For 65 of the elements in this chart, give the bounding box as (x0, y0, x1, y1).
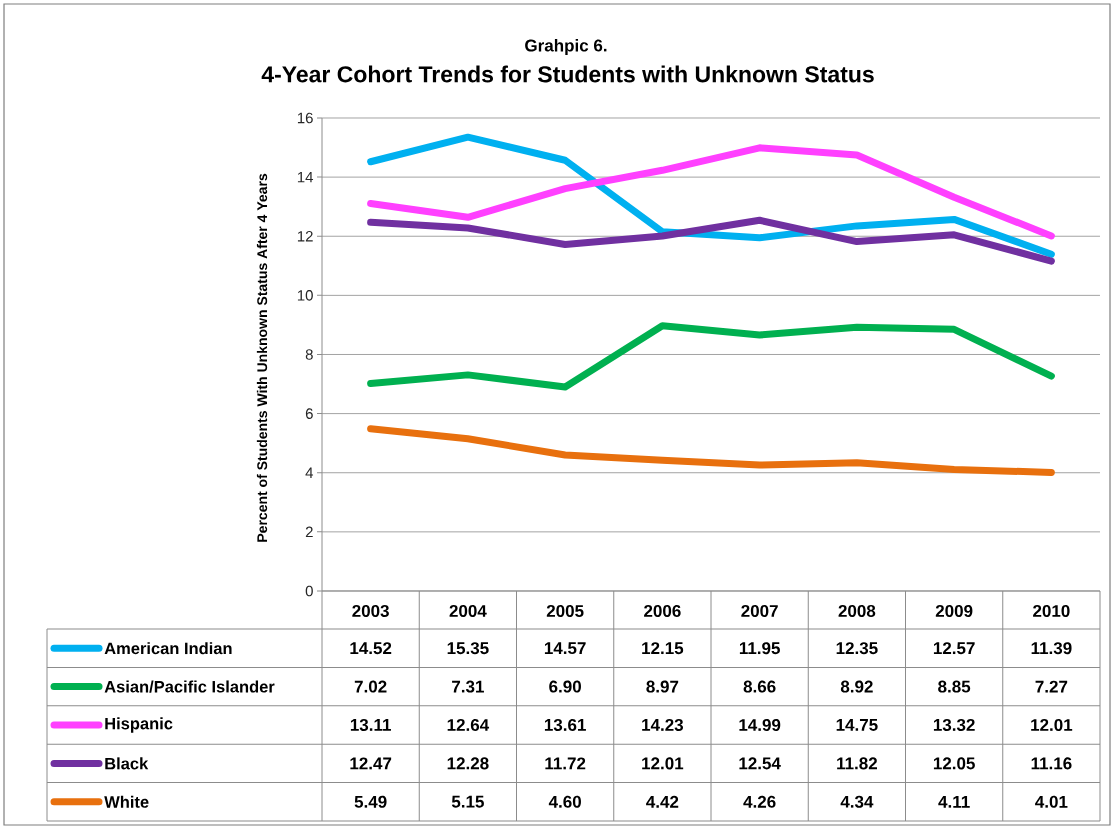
data-label: 11.95 (739, 642, 780, 655)
data-label: 4.60 (548, 795, 581, 808)
data-label: 11.82 (837, 757, 877, 770)
y-axis-title: Percent of Students With Unknown Status After 4 Years (256, 173, 268, 542)
data-label: 8.85 (938, 680, 971, 693)
data-label: 8.97 (646, 680, 679, 693)
legend-label: Asian/Pacific Islander (104, 680, 275, 693)
data-label: 8.66 (743, 680, 776, 693)
data-label: 13.11 (350, 718, 391, 732)
data-label: 7.31 (452, 680, 484, 693)
data-label: 13.32 (933, 718, 975, 732)
data-label: 11.39 (1031, 642, 1072, 655)
data-label: 4.26 (743, 795, 776, 808)
data-label: 15.35 (447, 642, 489, 655)
data-label: 14.23 (642, 718, 684, 732)
data-label: 8.92 (840, 680, 873, 693)
y-tick-label: 10 (297, 290, 313, 301)
data-label: 12.01 (1031, 718, 1073, 732)
legend-label: Hispanic (105, 717, 173, 733)
y-tick-label: 16 (297, 112, 313, 124)
legend-label: American Indian (104, 642, 232, 655)
data-label: 7.27 (1035, 680, 1068, 693)
data-label: 14.75 (836, 719, 878, 731)
data-label: 4.42 (646, 795, 679, 808)
data-label: 12.35 (836, 642, 878, 655)
data-label: 6.90 (549, 680, 581, 693)
y-tick-label: 4 (305, 467, 314, 478)
data-label: 11.16 (1031, 757, 1072, 770)
data-label: 12.47 (350, 757, 392, 770)
x-tick-label: 2009 (935, 604, 973, 618)
data-label: 4.11 (938, 795, 970, 808)
y-tick-label: 2 (305, 526, 313, 538)
legend-label: Black (105, 757, 149, 770)
data-label: 12.28 (447, 757, 489, 770)
legend-label: White (104, 795, 149, 808)
y-tick-label: 0 (305, 585, 313, 597)
data-label: 5.15 (451, 795, 484, 808)
data-label: 12.01 (642, 757, 684, 770)
y-tick-label: 12 (297, 231, 313, 242)
data-label: 13.61 (544, 718, 586, 732)
x-tick-label: 2004 (449, 604, 487, 618)
y-tick-label: 8 (305, 349, 313, 360)
data-label: 11.72 (545, 757, 586, 770)
data-label: 14.57 (544, 642, 586, 655)
x-tick-label: 2005 (546, 604, 584, 618)
x-tick-label: 2010 (1033, 604, 1070, 618)
data-label: 12.05 (933, 757, 975, 770)
data-label: 4.01 (1035, 795, 1068, 808)
data-label: 5.49 (354, 795, 387, 808)
x-tick-label: 2003 (352, 604, 389, 618)
data-label: 14.52 (350, 642, 392, 655)
data-label: 7.02 (354, 680, 387, 693)
x-tick-label: 2006 (644, 604, 681, 618)
data-label: 12.54 (739, 757, 781, 770)
data-label: 12.64 (447, 718, 490, 732)
chart-subtitle: Grahpic 6. (525, 39, 607, 55)
data-label: 4.34 (840, 795, 874, 808)
data-label: 12.15 (642, 642, 684, 655)
chart-title: 4-Year Cohort Trends for Students with Unknown Status (261, 65, 874, 83)
y-tick-label: 14 (297, 171, 314, 183)
data-label: 12.57 (933, 642, 975, 655)
x-tick-label: 2007 (741, 604, 778, 618)
data-label: 14.99 (739, 718, 781, 732)
y-tick-label: 6 (305, 408, 313, 419)
x-tick-label: 2008 (838, 604, 876, 618)
